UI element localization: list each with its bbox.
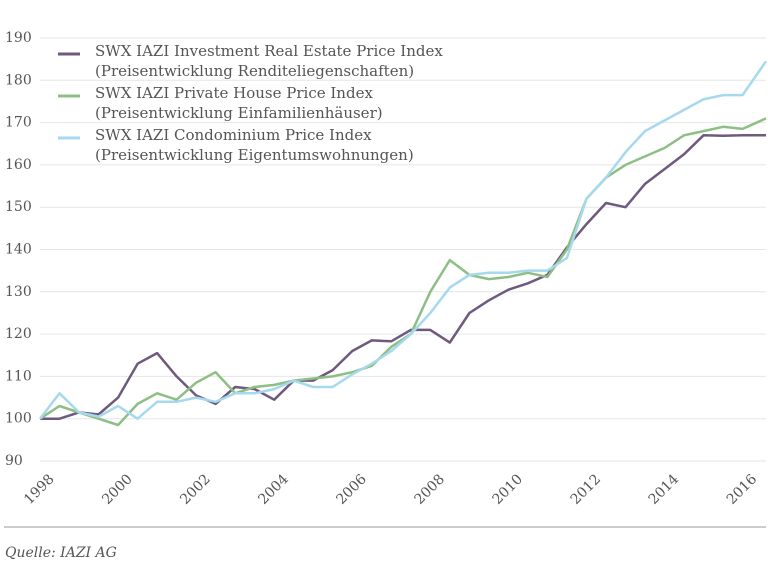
x-tick-label: 2000 xyxy=(99,471,136,508)
y-tick-label: 140 xyxy=(5,242,32,258)
series-line xyxy=(40,134,766,420)
legend-label: SWX IAZI Investment Real Estate Price In… xyxy=(95,42,443,60)
y-tick-label: 190 xyxy=(5,30,32,46)
y-tick-label: 150 xyxy=(5,199,32,215)
x-tick-label: 2010 xyxy=(490,471,527,508)
y-tick-label: 110 xyxy=(5,368,32,384)
source: Quelle: IAZI AG xyxy=(5,545,117,561)
y-tick-label: 130 xyxy=(5,284,32,300)
legend-description: (Preisentwicklung Einfamilienhäuser) xyxy=(95,104,383,122)
x-tick-label: 2008 xyxy=(411,471,448,508)
x-tick-label: 2012 xyxy=(568,471,605,508)
x-tick-label: 2016 xyxy=(724,471,761,508)
y-tick-label: 160 xyxy=(5,157,32,173)
legend-description: (Preisentwicklung Eigentumswohnungen) xyxy=(95,146,414,164)
legend-description: (Preisentwicklung Renditeliegenschaften) xyxy=(95,62,414,80)
legend-label: SWX IAZI Private House Price Index xyxy=(95,84,373,102)
x-tick-label: 2002 xyxy=(177,471,214,508)
x-tick-label: 2004 xyxy=(255,471,292,508)
y-tick-label: 170 xyxy=(5,115,32,131)
y-tick-label: 120 xyxy=(5,326,32,342)
series-line xyxy=(39,60,768,420)
legend-label: SWX IAZI Condominium Price Index xyxy=(95,126,372,144)
x-tick-label: 2014 xyxy=(646,471,683,508)
x-tick-label: 2006 xyxy=(333,471,370,508)
y-tick-label: 100 xyxy=(5,411,32,427)
series-line xyxy=(39,117,767,427)
y-tick-label: 180 xyxy=(5,72,32,88)
x-tick-label: 1998 xyxy=(21,471,58,508)
y-tick-label: 90 xyxy=(5,453,23,469)
